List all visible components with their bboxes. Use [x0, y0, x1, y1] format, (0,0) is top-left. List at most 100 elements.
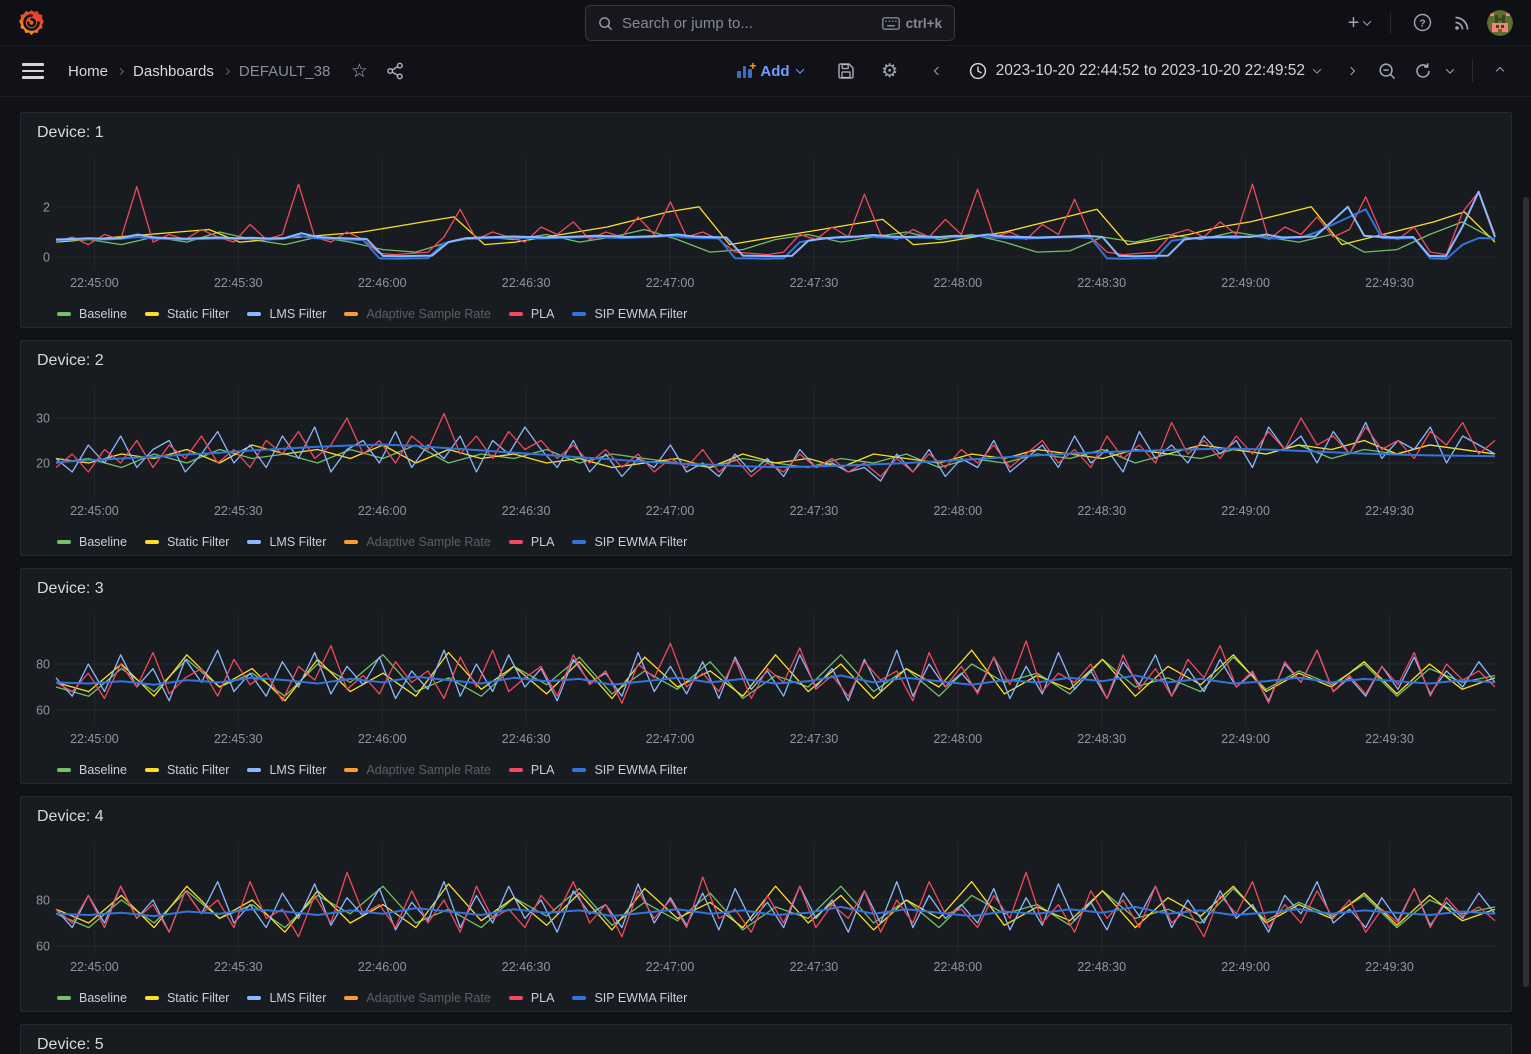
legend-item-adaptive-sample-rate[interactable]: Adaptive Sample Rate [344, 535, 490, 549]
time-series-plot[interactable]: 0222:45:0022:45:3022:46:0022:46:3022:47:… [21, 151, 1511, 291]
legend-label: Adaptive Sample Rate [366, 763, 490, 777]
legend-swatch [344, 996, 358, 1000]
legend-item-adaptive-sample-rate[interactable]: Adaptive Sample Rate [344, 991, 490, 1005]
news-button[interactable] [1447, 8, 1477, 38]
time-series-plot[interactable]: 608022:45:0022:45:3022:46:0022:46:3022:4… [21, 607, 1511, 747]
svg-text:22:48:30: 22:48:30 [1077, 504, 1126, 518]
legend-item-static-filter[interactable]: Static Filter [145, 307, 230, 321]
legend-item-pla[interactable]: PLA [509, 763, 555, 777]
legend-item-static-filter[interactable]: Static Filter [145, 535, 230, 549]
breadcrumb-home[interactable]: Home [68, 63, 108, 80]
legend-item-pla[interactable]: PLA [509, 991, 555, 1005]
legend-item-lms-filter[interactable]: LMS Filter [247, 307, 326, 321]
header-divider [1390, 12, 1391, 34]
svg-text:22:49:30: 22:49:30 [1365, 960, 1414, 974]
menu-toggle-button[interactable] [22, 63, 44, 78]
svg-text:22:47:00: 22:47:00 [646, 732, 695, 746]
chevron-down-icon [1363, 17, 1371, 25]
help-button[interactable]: ? [1407, 8, 1437, 38]
grafana-logo[interactable] [18, 8, 46, 38]
legend-item-static-filter[interactable]: Static Filter [145, 763, 230, 777]
breadcrumb-dashboards[interactable]: Dashboards [133, 63, 214, 80]
panel-title[interactable]: Device: 5 [21, 1025, 1511, 1054]
svg-text:22:45:00: 22:45:00 [70, 732, 119, 746]
legend-swatch [509, 768, 523, 772]
dashboard-settings-button[interactable]: ⚙ [875, 56, 905, 86]
legend-swatch [145, 312, 159, 316]
dashboard-canvas: Device: 10222:45:0022:45:3022:46:0022:46… [0, 97, 1531, 1054]
legend-label: Adaptive Sample Rate [366, 991, 490, 1005]
search-input[interactable]: Search or jump to... ctrl+k [585, 5, 955, 41]
gear-icon: ⚙ [881, 60, 898, 83]
legend-item-sip-ewma-filter[interactable]: SIP EWMA Filter [572, 991, 687, 1005]
legend-item-baseline[interactable]: Baseline [57, 535, 127, 549]
legend-item-sip-ewma-filter[interactable]: SIP EWMA Filter [572, 307, 687, 321]
collapse-toolbar-button[interactable] [1485, 56, 1515, 86]
legend-label: Adaptive Sample Rate [366, 307, 490, 321]
new-menu-button[interactable]: + [1344, 8, 1374, 38]
panel-title[interactable]: Device: 2 [21, 341, 1511, 379]
vertical-scrollbar[interactable] [1523, 197, 1529, 987]
time-series-plot[interactable]: 608022:45:0022:45:3022:46:0022:46:3022:4… [21, 835, 1511, 975]
svg-text:22:49:00: 22:49:00 [1221, 504, 1270, 518]
time-range-picker[interactable]: 2023-10-20 22:44:52 to 2023-10-20 22:49:… [959, 62, 1330, 80]
legend-item-baseline[interactable]: Baseline [57, 991, 127, 1005]
legend-item-lms-filter[interactable]: LMS Filter [247, 535, 326, 549]
legend-item-pla[interactable]: PLA [509, 535, 555, 549]
svg-text:22:48:00: 22:48:00 [933, 960, 982, 974]
chevron-right-icon [223, 67, 230, 74]
svg-text:22:45:00: 22:45:00 [70, 504, 119, 518]
time-shift-forward-button[interactable] [1336, 56, 1366, 86]
help-icon: ? [1413, 13, 1432, 32]
panel-title[interactable]: Device: 1 [21, 113, 1511, 151]
legend-item-adaptive-sample-rate[interactable]: Adaptive Sample Rate [344, 307, 490, 321]
legend-swatch [572, 540, 586, 544]
svg-text:30: 30 [36, 412, 50, 426]
panel-title[interactable]: Device: 4 [21, 797, 1511, 835]
svg-text:22:46:30: 22:46:30 [502, 276, 551, 290]
zoom-out-button[interactable] [1372, 56, 1402, 86]
refresh-interval-button[interactable] [1440, 56, 1460, 86]
legend-item-baseline[interactable]: Baseline [57, 307, 127, 321]
legend-item-sip-ewma-filter[interactable]: SIP EWMA Filter [572, 535, 687, 549]
avatar[interactable] [1487, 10, 1513, 36]
legend-swatch [247, 768, 261, 772]
legend-item-sip-ewma-filter[interactable]: SIP EWMA Filter [572, 763, 687, 777]
refresh-button[interactable] [1408, 56, 1438, 86]
dashboard-toolbar: Home Dashboards DEFAULT_38 ☆ + Add [0, 46, 1531, 97]
svg-text:22:46:00: 22:46:00 [358, 960, 407, 974]
svg-text:22:49:30: 22:49:30 [1365, 276, 1414, 290]
legend-swatch [344, 768, 358, 772]
panel-title[interactable]: Device: 3 [21, 569, 1511, 607]
legend-item-lms-filter[interactable]: LMS Filter [247, 991, 326, 1005]
save-dashboard-button[interactable] [831, 56, 861, 86]
zoom-out-icon [1378, 62, 1397, 81]
chevron-right-icon [117, 67, 124, 74]
legend-item-lms-filter[interactable]: LMS Filter [247, 763, 326, 777]
legend-swatch [247, 540, 261, 544]
legend-item-adaptive-sample-rate[interactable]: Adaptive Sample Rate [344, 763, 490, 777]
svg-text:22:47:30: 22:47:30 [790, 960, 839, 974]
legend-label: PLA [531, 307, 555, 321]
favorite-button[interactable]: ☆ [344, 56, 374, 86]
share-button[interactable] [380, 56, 410, 86]
svg-text:0: 0 [43, 251, 50, 265]
svg-text:22:45:30: 22:45:30 [214, 276, 263, 290]
svg-text:22:45:30: 22:45:30 [214, 504, 263, 518]
chevron-right-icon [1347, 67, 1355, 75]
legend-label: PLA [531, 535, 555, 549]
legend-item-static-filter[interactable]: Static Filter [145, 991, 230, 1005]
time-shift-back-button[interactable] [923, 56, 953, 86]
legend-label: LMS Filter [269, 535, 326, 549]
add-panel-button[interactable]: + Add [729, 63, 810, 80]
share-icon [386, 62, 404, 80]
legend-swatch [57, 996, 71, 1000]
chevron-down-icon [795, 65, 803, 73]
panel-list: Device: 10222:45:0022:45:3022:46:0022:46… [20, 112, 1512, 1054]
legend-item-pla[interactable]: PLA [509, 307, 555, 321]
legend-swatch [145, 996, 159, 1000]
svg-text:60: 60 [36, 704, 50, 718]
legend-label: Baseline [79, 307, 127, 321]
legend-item-baseline[interactable]: Baseline [57, 763, 127, 777]
time-series-plot[interactable]: 203022:45:0022:45:3022:46:0022:46:3022:4… [21, 379, 1511, 519]
